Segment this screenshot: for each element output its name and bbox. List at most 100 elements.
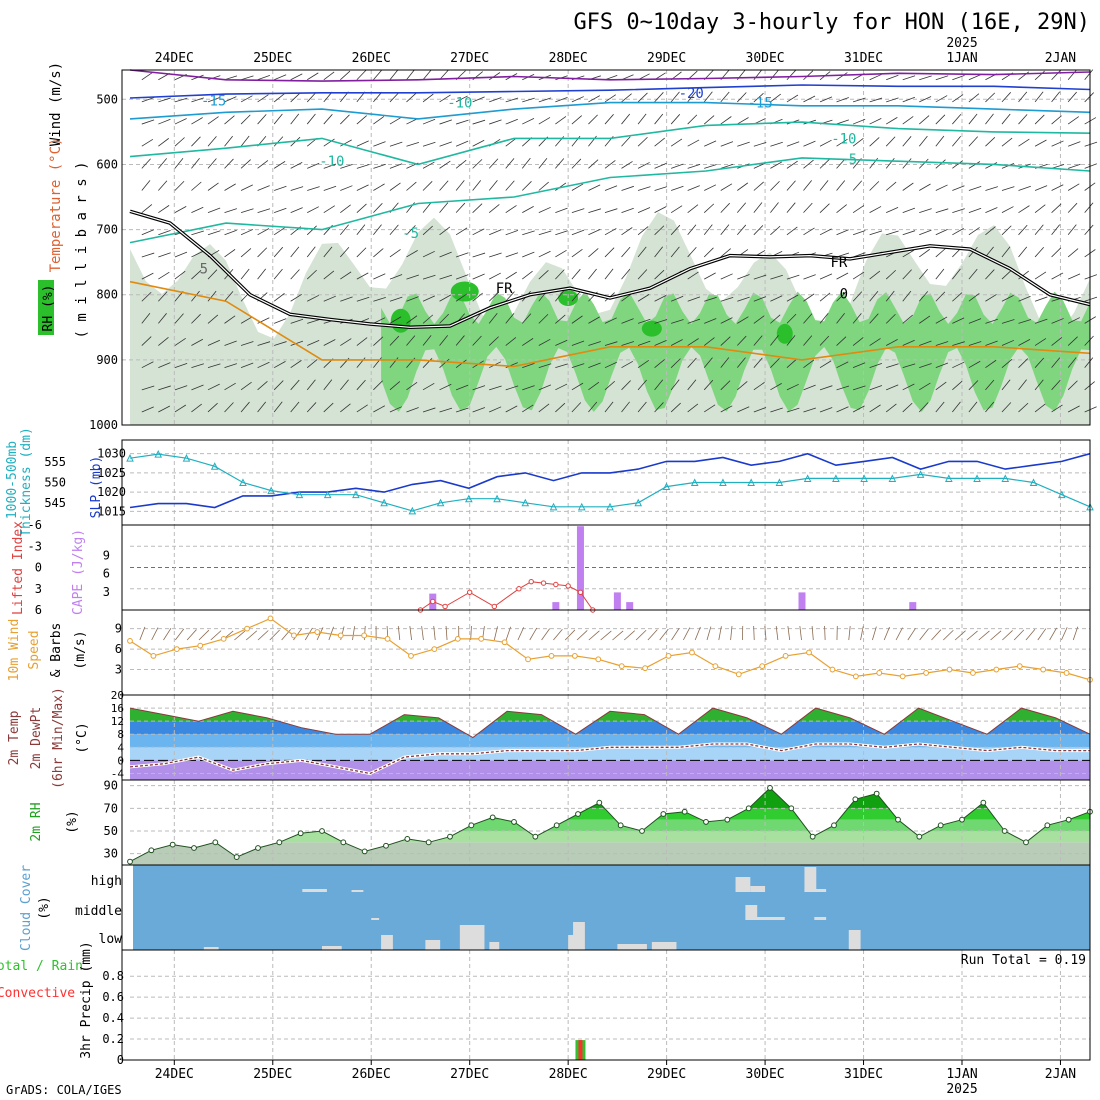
- wind-barb-43-1: [852, 97, 866, 103]
- wind-barb-13-10: [356, 296, 370, 302]
- top-xtick-9: 2JAN: [1045, 51, 1076, 66]
- wind-barb-34-10: [704, 296, 717, 302]
- lifted-index-marker-1: [430, 598, 436, 605]
- wind-barb-1-8: [158, 252, 171, 258]
- surface-barb-5: [198, 629, 210, 641]
- wind-barb-28-15: [604, 401, 614, 413]
- wind-speed-marker-3: [197, 642, 204, 649]
- wind-speed-marker-9: [337, 632, 344, 639]
- freezing-level-inner: [129, 210, 1091, 328]
- wind-barb-17-15: [422, 407, 436, 413]
- wind-barb-37-3: [753, 141, 767, 147]
- wind-barb-27-11: [588, 316, 600, 324]
- wind-barb-38-5: [770, 180, 780, 191]
- wind-barb-28-9: [604, 268, 614, 280]
- wind-barb-40-10: [803, 293, 815, 302]
- surface-barb-62: [872, 626, 877, 641]
- wind-barb-1-15: [158, 405, 171, 413]
- wind-barb-6-2: [240, 114, 251, 125]
- cloud-ytick-1: middle: [75, 904, 122, 919]
- wind-barb-30-9: [637, 269, 648, 280]
- surface-barb-67: [931, 629, 942, 641]
- wind-barb-51-8: [985, 246, 994, 258]
- wind-barb-43-13: [852, 362, 866, 369]
- wind-barb-12-12: [340, 338, 352, 346]
- wind-barb-10-4: [307, 162, 320, 169]
- wind-barb-19-4: [455, 159, 467, 169]
- wind-barb-38-12: [770, 335, 779, 346]
- wind-barb-48-12: [935, 341, 949, 346]
- rh-marker-17: [489, 814, 496, 821]
- wind-barb-56-15: [1067, 405, 1080, 413]
- wind-barb-38-3: [770, 141, 783, 147]
- wind-barb-30-11: [637, 318, 651, 324]
- wind-barb-32-2: [670, 114, 681, 125]
- cape-bar-1: [552, 602, 560, 610]
- wind-barb-44-3: [869, 137, 880, 147]
- rh-marker-23: [617, 822, 624, 829]
- wind-barb-13-12: [356, 337, 368, 346]
- wind-barb-4-6: [207, 207, 221, 214]
- wind-barb-54-5: [1034, 185, 1048, 191]
- surface-barb-76: [1037, 628, 1047, 641]
- wind-barb-44-11: [869, 313, 879, 324]
- wind-barb-47-13: [919, 363, 932, 369]
- wind-barb-2-11: [174, 313, 184, 324]
- surface-barb-26: [445, 626, 448, 641]
- wind-barb-13-4: [356, 164, 370, 169]
- bottom-xtick-6: 30DEC: [746, 1067, 785, 1082]
- wind-speed-marker-28: [782, 653, 789, 659]
- wind-barb-53-3: [1018, 138, 1030, 147]
- wind-barb-49-14: [952, 380, 963, 391]
- wind-barb-37-13: [753, 357, 763, 368]
- wind-barb-12-4: [340, 164, 353, 169]
- surface-barb-61: [860, 626, 864, 641]
- wind-barb-5-12: [224, 340, 237, 346]
- wind-barb-35-1: [720, 91, 730, 103]
- wind-barb-38-13: [770, 358, 780, 368]
- rh-marker-34: [852, 796, 859, 803]
- wind-barb-45-13: [886, 363, 899, 369]
- wind-barb-33-13: [687, 357, 697, 368]
- wind-barb-48-3: [935, 135, 945, 147]
- wind-barb-22-10: [505, 291, 515, 302]
- wind-barb-25-15: [555, 402, 566, 413]
- wind-barb-29-11: [621, 318, 634, 324]
- wind-barb-9-15: [290, 401, 300, 413]
- wind-barb-56-7: [1067, 224, 1077, 236]
- wind-barb-52-11: [1001, 319, 1015, 324]
- surface-barb-79: [1072, 626, 1079, 641]
- surface-barb-72: [990, 630, 1002, 641]
- wind-barb-32-11: [671, 319, 684, 324]
- wind-barb-14-7: [373, 224, 382, 236]
- wind-barb-1-1: [158, 97, 171, 103]
- wind-barb-0-11: [141, 312, 151, 324]
- wind-barb-35-15: [720, 405, 733, 413]
- wind-barb-33-9: [687, 271, 699, 280]
- wind-barb-13-5: [356, 184, 369, 191]
- wind-barb-6-6: [240, 208, 254, 214]
- wind-barb-2-13: [174, 362, 188, 369]
- wind-barb-15-3: [389, 141, 403, 147]
- wind-barb-19-15: [455, 407, 469, 413]
- wind-barb-10-7: [306, 225, 317, 236]
- wind-barb-35-14: [720, 380, 731, 391]
- rh-marker-4: [212, 839, 219, 846]
- wind-barb-4-5: [207, 182, 219, 191]
- wind-barb-48-11: [935, 316, 948, 324]
- wind-barb-31-12: [654, 339, 667, 346]
- precip-ytick-4: 0.8: [102, 969, 124, 983]
- wind-barb-38-10: [770, 295, 783, 302]
- wind-barb-5-7: [224, 229, 237, 236]
- cloud-ytick-2: low: [99, 932, 123, 947]
- thickness-marker-2: [182, 454, 191, 462]
- wind-barb-50-11: [968, 318, 982, 324]
- surface-barb-57: [811, 626, 814, 641]
- wind-barb-56-3: [1068, 141, 1081, 147]
- surface-barb-77: [1049, 627, 1057, 641]
- ylabel-lifted-index: Lifted Index: [11, 521, 26, 615]
- wind-barb-41-7: [819, 228, 832, 236]
- wind-barb-43-7: [852, 230, 866, 236]
- wind-barb-52-12: [1001, 339, 1015, 346]
- wind-barb-43-10: [852, 291, 863, 302]
